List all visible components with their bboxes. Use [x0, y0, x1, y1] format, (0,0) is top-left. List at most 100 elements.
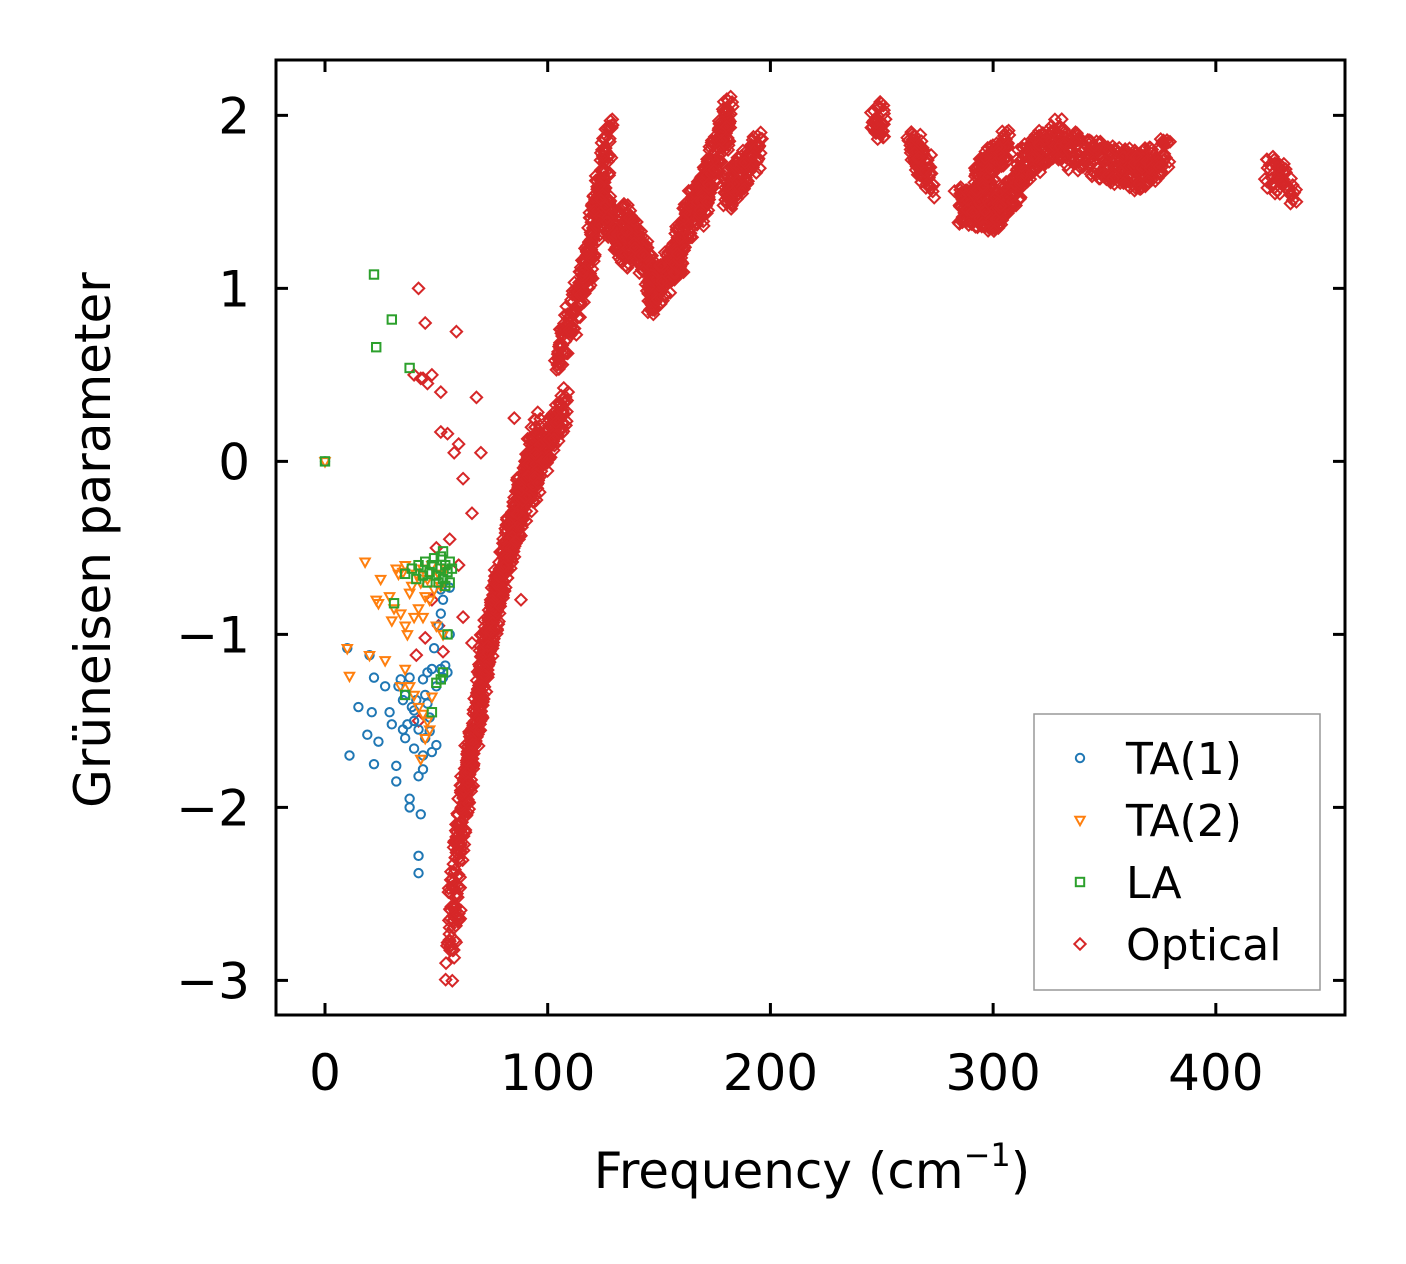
data-point [953, 189, 968, 204]
data-point [415, 809, 426, 820]
data-point [555, 404, 570, 419]
legend: TA(1) TA(2) LA Optical [1033, 713, 1321, 991]
data-point [524, 504, 539, 519]
data-point [626, 235, 641, 251]
data-point [555, 338, 570, 353]
data-point [1272, 162, 1287, 177]
data-point [472, 659, 487, 674]
data-point [428, 553, 440, 564]
data-point [1116, 175, 1131, 191]
data-point [1087, 138, 1102, 153]
data-point [636, 263, 651, 278]
data-point [363, 650, 376, 663]
data-point [599, 128, 614, 143]
data-point [642, 279, 657, 295]
data-point [446, 563, 458, 574]
data-point [476, 691, 491, 707]
data-point [1063, 139, 1078, 154]
data-point [1044, 118, 1059, 133]
data-point [409, 648, 424, 663]
data-point [1000, 136, 1016, 151]
data-point [580, 242, 595, 257]
data-point [340, 644, 354, 656]
data-point [412, 604, 425, 616]
data-point [977, 150, 993, 166]
x-tick-label: 400 [1168, 1044, 1263, 1102]
data-point [344, 750, 355, 761]
data-point [1105, 171, 1121, 186]
data-point [1014, 169, 1029, 184]
data-point [437, 594, 449, 605]
data-point [417, 674, 429, 685]
data-point [1081, 145, 1096, 160]
data-point [909, 144, 925, 159]
data-point [676, 243, 692, 258]
data-point [528, 446, 543, 461]
legend-label: Optical [1126, 920, 1281, 971]
data-point [653, 257, 668, 273]
data-point [983, 162, 999, 177]
x-tick-label: 0 [309, 1044, 341, 1102]
data-point [868, 115, 884, 130]
data-point [452, 817, 468, 832]
data-point [733, 156, 749, 171]
data-point [995, 212, 1010, 228]
data-point [472, 643, 487, 658]
data-point [374, 574, 388, 587]
data-point [595, 187, 610, 202]
data-point [473, 627, 488, 643]
data-point [995, 124, 1010, 139]
data-point [402, 719, 413, 730]
data-point [449, 324, 464, 339]
data-point [675, 222, 691, 237]
data-point [422, 577, 433, 588]
data-point [749, 165, 764, 180]
data-point [1115, 150, 1131, 165]
data-point [644, 294, 660, 310]
data-point [919, 177, 934, 192]
data-point [445, 913, 461, 928]
data-point [447, 445, 462, 460]
data-point [576, 263, 591, 278]
data-point [373, 736, 384, 747]
data-point [491, 569, 506, 584]
data-point [437, 667, 449, 678]
data-point [343, 671, 356, 684]
data-point [955, 192, 970, 207]
data-point [1075, 159, 1091, 175]
data-point [1037, 157, 1052, 172]
data-point [700, 194, 715, 210]
data-point [964, 205, 980, 220]
data-point [404, 672, 415, 683]
data-point [1107, 141, 1123, 156]
data-point [542, 451, 557, 467]
data-point [594, 142, 610, 158]
data-point [371, 341, 382, 353]
y-tick-label: −2 [176, 779, 250, 837]
data-point [1109, 153, 1125, 168]
data-point [977, 203, 992, 219]
data-point [1150, 140, 1165, 156]
data-point [593, 192, 608, 207]
data-point [404, 802, 415, 813]
data-point [447, 950, 462, 965]
data-point [394, 609, 408, 621]
data-point [386, 719, 398, 730]
data-point [1155, 136, 1171, 152]
data-point [1152, 159, 1167, 174]
data-point [448, 876, 463, 892]
series-ta2 [318, 457, 452, 767]
data-point [570, 310, 585, 325]
data-point [407, 690, 421, 703]
data-point [569, 327, 584, 342]
data-point [675, 231, 690, 246]
legend-marker [1074, 876, 1086, 888]
legend-label: TA(2) [1125, 796, 1242, 847]
data-point [455, 471, 471, 486]
data-point [507, 496, 522, 511]
data-point [514, 520, 530, 535]
data-point [1076, 136, 1091, 151]
data-point [546, 432, 561, 447]
data-point [505, 529, 520, 544]
data-point [385, 616, 399, 628]
